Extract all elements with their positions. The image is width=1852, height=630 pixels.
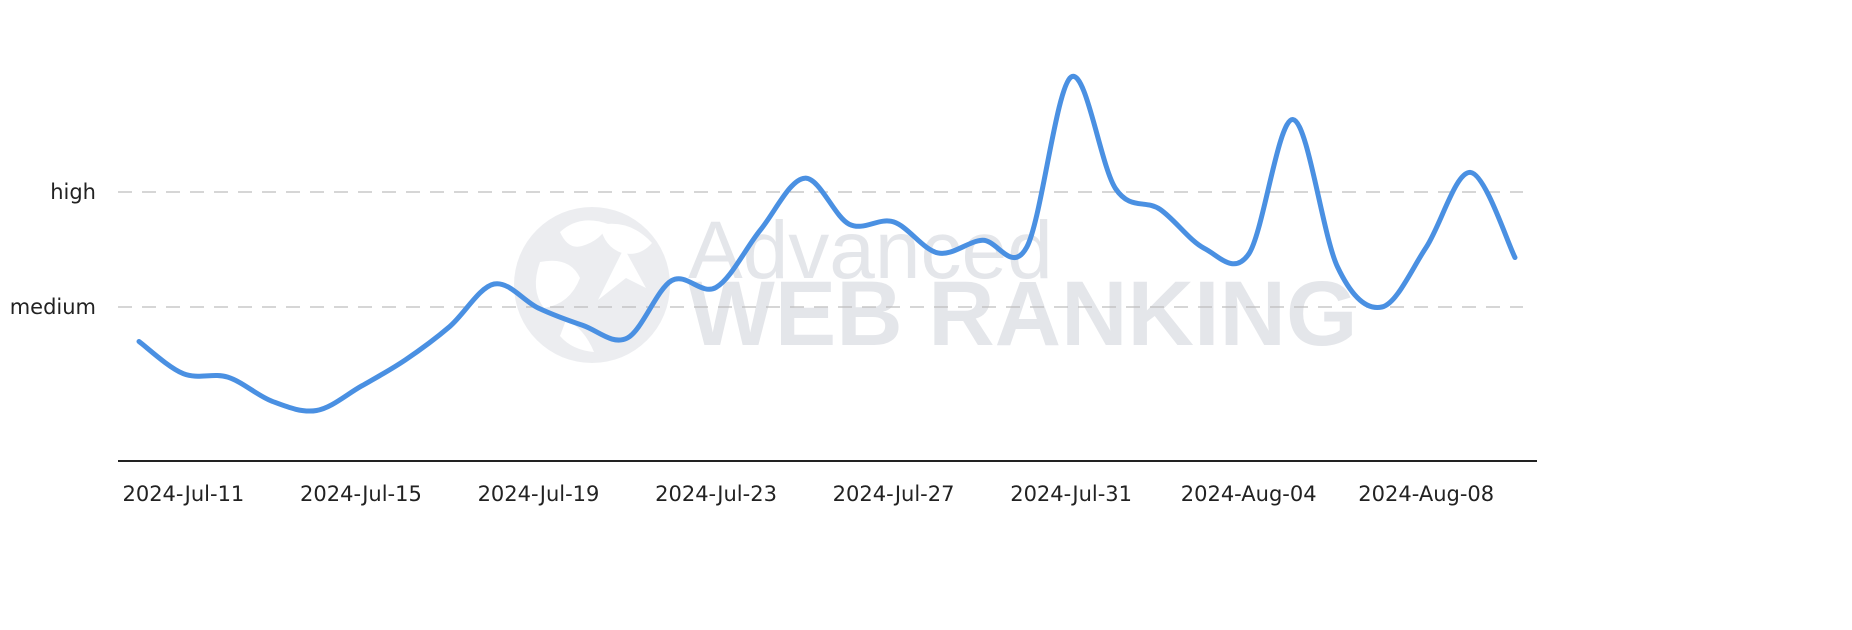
watermark-line2: WEB RANKING <box>688 263 1358 365</box>
x-axis: 2024-Jul-11 2024-Jul-15 2024-Jul-19 2024-Ju… <box>118 460 1537 506</box>
x-tick-label: 2024-Aug-04 <box>1181 482 1317 506</box>
x-tick-label: 2024-Jul-11 <box>122 482 244 506</box>
x-tick-label: 2024-Jul-19 <box>478 482 600 506</box>
x-tick-label: 2024-Jul-23 <box>655 482 777 506</box>
x-tick-label: 2024-Jul-27 <box>833 482 955 506</box>
y-tick-label-high: high <box>50 180 96 204</box>
y-axis-labels: medium high <box>10 180 96 319</box>
globe-icon <box>514 207 670 363</box>
series-line <box>136 74 1518 414</box>
watermark: Advanced WEB RANKING <box>514 205 1358 365</box>
x-tick-label: 2024-Jul-15 <box>300 482 422 506</box>
x-tick-label: 2024-Aug-08 <box>1358 482 1494 506</box>
x-tick-label: 2024-Jul-31 <box>1010 482 1132 506</box>
series-layer <box>136 74 1518 414</box>
y-tick-label-medium: medium <box>10 295 96 319</box>
